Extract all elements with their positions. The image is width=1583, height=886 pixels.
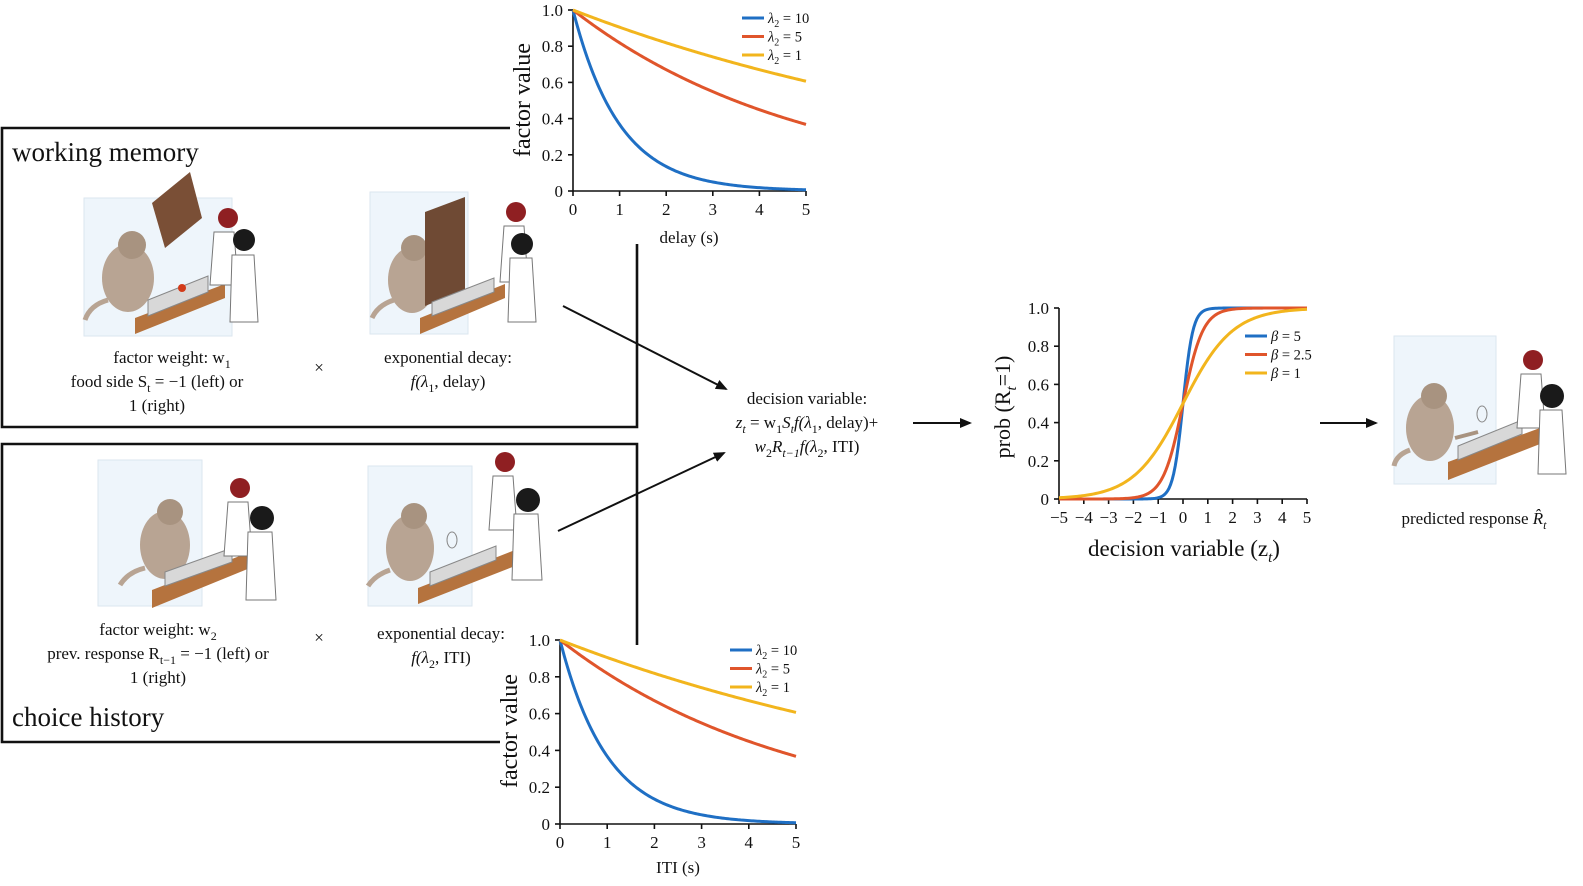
legend-label: β = 2.5 (1270, 348, 1312, 364)
working-memory-panel: working memory (0, 126, 639, 429)
x-axis-label: delay (s) (659, 228, 718, 247)
y-tick-label: 0.2 (542, 146, 563, 165)
ch-prev-response-caption: prev. response Rt−1 = −1 (left) or (47, 644, 269, 667)
decision-variable-label: decision variable: (747, 389, 867, 408)
x-axis-label: ITI (s) (656, 858, 700, 877)
legend-label: λ2 = 1 (755, 680, 790, 699)
x-tick-label: −2 (1124, 508, 1142, 527)
decision-equation-line1: zt = w1Stf(λ1, delay)+ (735, 413, 879, 436)
x-tick-label: 3 (697, 833, 706, 852)
working-memory-title: working memory (12, 137, 199, 167)
wm-weight-caption: factor weight: w1 (113, 348, 230, 371)
x-tick-label: 4 (755, 200, 764, 219)
ch-weight-caption: factor weight: w2 (99, 620, 216, 643)
y-tick-label: 1.0 (542, 1, 563, 20)
monkey-cue-illustration (82, 172, 259, 337)
wm-decay-label: exponential decay: (384, 348, 512, 367)
x-tick-label: 0 (569, 200, 578, 219)
ch-decay-label: exponential decay: (377, 624, 505, 643)
decision-variable-block: decision variable: zt = w1Stf(λ1, delay)… (735, 389, 879, 460)
wm-times-sign: × (314, 358, 324, 377)
legend-label: β = 1 (1270, 366, 1301, 382)
y-tick-label: 0 (542, 815, 551, 834)
y-axis-label: factor value (510, 43, 536, 157)
legend-label: λ2 = 5 (755, 662, 790, 681)
y-tick-label: 0 (1041, 490, 1050, 509)
monkey-delay-illustration (369, 191, 537, 335)
series-line (559, 638, 797, 714)
arrow-ch-to-decision (557, 452, 726, 532)
x-tick-label: 3 (1253, 508, 1262, 527)
y-tick-label: 0.4 (529, 741, 551, 760)
predicted-response-caption: predicted response R̂t (1402, 509, 1548, 532)
y-tick-label: 0.4 (542, 110, 564, 129)
ch-response-right-caption: 1 (right) (130, 668, 186, 687)
wm-food-side-caption: food side St = −1 (left) or (71, 372, 244, 395)
y-tick-label: 0.8 (542, 37, 563, 56)
wm-side-right-caption: 1 (right) (129, 396, 185, 415)
y-tick-label: 0.2 (529, 778, 550, 797)
series-line (572, 8, 807, 83)
x-tick-label: 2 (1228, 508, 1237, 527)
y-tick-label: 0 (555, 182, 564, 201)
arrow-wm-to-decision (562, 305, 728, 390)
y-tick-label: 0.6 (542, 73, 563, 92)
delay-decay-chart: 0 1 2 3 4 5 0 0.2 0.4 0.6 0.8 1.0 delay (s) factor va… (510, 1, 810, 247)
y-tick-label: 0.8 (529, 668, 550, 687)
x-tick-label: −4 (1075, 508, 1094, 527)
series-line (571, 9, 807, 192)
y-tick-label: 1.0 (529, 631, 550, 650)
iti-decay-chart: 0 1 2 3 4 5 0 0.2 0.4 0.6 0.8 1.0 ITI (s) factor valu… (497, 631, 800, 877)
legend-label: β = 5 (1270, 329, 1301, 345)
x-tick-label: −5 (1050, 508, 1068, 527)
y-tick-label: 1.0 (1028, 299, 1049, 318)
x-tick-label: 4 (1278, 508, 1287, 527)
choice-history-title: choice history (12, 702, 165, 732)
y-tick-label: 0.2 (1028, 452, 1049, 471)
monkey-response-illustration (97, 459, 277, 608)
x-tick-label: −3 (1100, 508, 1118, 527)
y-axis-label: factor value (497, 674, 523, 788)
predicted-response-panel: predicted response R̂t (1391, 335, 1567, 532)
x-tick-label: 0 (556, 833, 565, 852)
y-tick-label: 0.6 (1028, 375, 1049, 394)
series-line (559, 638, 797, 758)
ch-times-sign: × (314, 628, 324, 647)
working-memory-frame (0, 126, 639, 429)
legend-label: λ2 = 10 (755, 643, 797, 662)
x-tick-label: 4 (745, 833, 754, 852)
series-line (572, 8, 807, 126)
x-axis-label: decision variable (zt) (1088, 536, 1280, 566)
legend-label: λ2 = 5 (767, 30, 802, 49)
choice-history-frame (0, 442, 639, 744)
x-tick-label: 5 (802, 200, 811, 219)
ch-decay-function: f(λ2, ITI) (411, 648, 471, 671)
y-tick-label: 0.8 (1028, 337, 1049, 356)
sigmoid-chart: −5 −4 −3 −2 −1 0 1 2 3 4 500.20.40.60.81.0decision… (990, 299, 1312, 566)
decision-equation-line2: w2Rt−1f(λ2, ITI) (755, 437, 860, 460)
x-tick-label: 1 (615, 200, 624, 219)
x-tick-label: 3 (709, 200, 718, 219)
legend-label: λ2 = 10 (767, 11, 809, 30)
wm-decay-function: f(λ1, delay) (411, 372, 486, 395)
y-tick-label: 0.4 (1028, 414, 1050, 433)
x-tick-label: 1 (603, 833, 612, 852)
series-line (1058, 307, 1308, 500)
x-tick-label: −1 (1149, 508, 1167, 527)
x-tick-label: 2 (650, 833, 659, 852)
monkey-prediction-illustration (1391, 335, 1567, 485)
legend-label: λ2 = 1 (767, 48, 802, 67)
series-line (558, 639, 797, 825)
y-axis-label: prob (Rt=1) (990, 356, 1020, 459)
y-tick-label: 0.6 (529, 705, 550, 724)
x-tick-label: 2 (662, 200, 671, 219)
x-tick-label: 0 (1179, 508, 1188, 527)
x-tick-label: 5 (792, 833, 801, 852)
x-tick-label: 5 (1303, 508, 1312, 527)
x-tick-label: 1 (1204, 508, 1213, 527)
monkey-iti-illustration (365, 452, 543, 607)
choice-history-panel: choice history (0, 442, 639, 744)
